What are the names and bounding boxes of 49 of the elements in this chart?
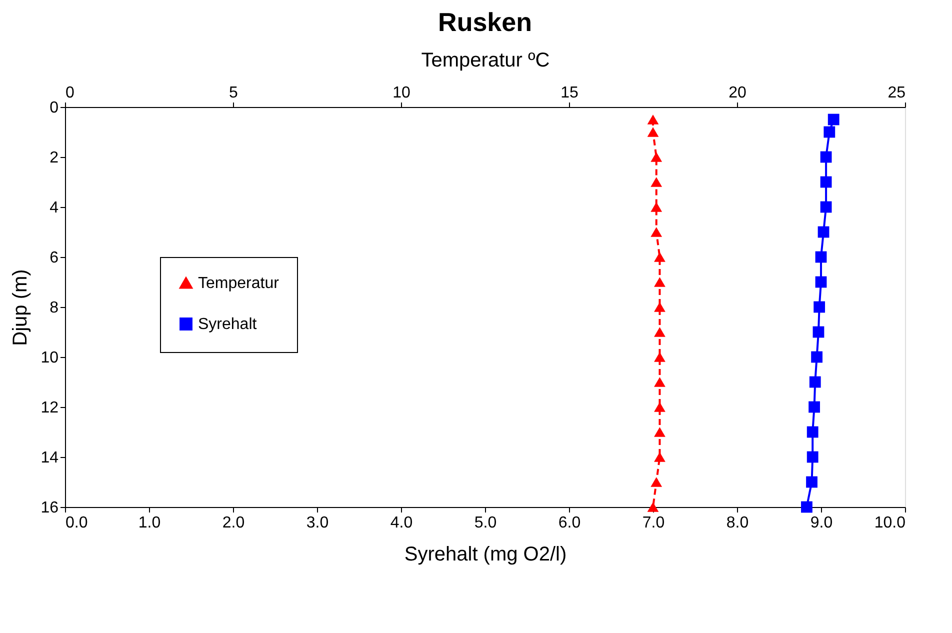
x-tick-label: 2.0 bbox=[222, 514, 245, 532]
x-axis-title: Syrehalt (mg O2/l) bbox=[404, 544, 567, 566]
x-tick-label: 6.0 bbox=[558, 514, 581, 532]
y-tick-label: 10 bbox=[40, 350, 59, 366]
point bbox=[815, 276, 827, 288]
x-tick-label: 5.0 bbox=[474, 514, 497, 532]
point bbox=[809, 376, 821, 388]
x2-tick-label: 5 bbox=[229, 84, 238, 102]
x-tick-label: 9.0 bbox=[810, 514, 833, 532]
point bbox=[811, 351, 822, 363]
x-tick-label: 8.0 bbox=[726, 514, 749, 532]
point bbox=[806, 426, 818, 438]
point bbox=[820, 201, 832, 213]
x2-axis-title: Temperatur ºC bbox=[421, 50, 550, 72]
point bbox=[814, 301, 826, 313]
y-tick-label: 8 bbox=[50, 300, 59, 316]
point bbox=[806, 451, 818, 463]
legend-label: Temperatur bbox=[198, 275, 280, 292]
x-tick-label: 4.0 bbox=[390, 514, 413, 532]
point bbox=[820, 151, 832, 163]
x2-tick-label: 0 bbox=[66, 84, 74, 102]
point bbox=[801, 501, 812, 513]
x-tick-label: 7.0 bbox=[642, 514, 665, 532]
x-tick-label: 0.0 bbox=[66, 514, 88, 532]
point bbox=[818, 226, 830, 238]
y-tick-label: 6 bbox=[50, 250, 59, 266]
y-tick-label: 16 bbox=[40, 500, 59, 516]
x-tick-label: 10.0 bbox=[874, 514, 906, 532]
y-tick-label: 14 bbox=[40, 450, 59, 466]
point bbox=[812, 326, 824, 338]
x2-tick-label: 20 bbox=[728, 84, 746, 102]
x2-tick-label: 15 bbox=[560, 84, 578, 102]
y-tick-label: 2 bbox=[50, 150, 59, 166]
point bbox=[806, 476, 818, 488]
legend-label: Syrehalt bbox=[198, 316, 258, 333]
x-tick-label: 3.0 bbox=[306, 514, 329, 532]
x2-tick-label: 25 bbox=[888, 84, 906, 102]
point bbox=[824, 126, 836, 138]
chart-title: Rusken bbox=[438, 7, 532, 37]
y-axis-title: Djup (m) bbox=[10, 269, 32, 346]
y-tick-label: 0 bbox=[50, 100, 59, 116]
x-tick-label: 1.0 bbox=[138, 514, 161, 532]
y-tick-label: 4 bbox=[50, 200, 59, 216]
x2-tick-label: 10 bbox=[392, 84, 410, 102]
point bbox=[815, 251, 827, 263]
point bbox=[808, 401, 820, 413]
point bbox=[828, 114, 840, 126]
y-tick-label: 12 bbox=[40, 400, 59, 416]
point bbox=[820, 176, 832, 188]
